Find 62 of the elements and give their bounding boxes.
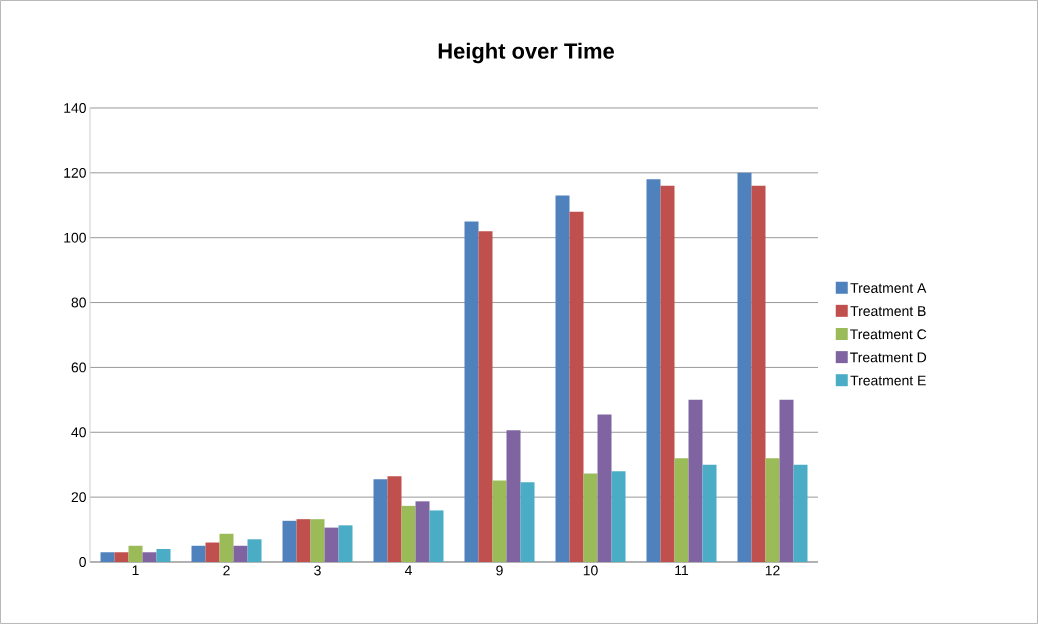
bar: [282, 520, 297, 562]
y-tick-label: 40: [71, 427, 86, 438]
x-tick-label: 11: [675, 565, 689, 576]
bar: [100, 552, 115, 562]
bar: [688, 399, 703, 562]
x-tick-label: 12: [765, 565, 780, 576]
bar: [492, 480, 507, 562]
bar: [737, 172, 752, 562]
bar: [191, 545, 206, 562]
bar: [205, 542, 220, 562]
bar: [415, 501, 430, 562]
bar: [464, 221, 479, 562]
bar: [114, 552, 129, 562]
legend-label: Treatment E: [850, 375, 926, 386]
bar: [429, 510, 444, 562]
bar: [702, 464, 717, 562]
x-tick-label: 9: [496, 565, 503, 576]
bar: [583, 473, 598, 562]
bar: [506, 430, 521, 562]
bar: [674, 458, 689, 562]
bar: [310, 519, 325, 562]
bar: [324, 527, 339, 562]
bar: [296, 519, 311, 562]
bar: [219, 533, 234, 562]
bar: [660, 185, 675, 562]
bar: [233, 545, 248, 562]
y-tick-label: 80: [71, 297, 86, 308]
bar: [765, 458, 780, 562]
bar: [478, 231, 493, 562]
y-tick-label: 120: [64, 167, 86, 178]
bar: [128, 545, 143, 562]
bar: [793, 464, 808, 562]
x-tick-label: 2: [223, 565, 230, 576]
x-tick-label: 1: [132, 565, 139, 576]
bar: [611, 471, 626, 562]
bar: [156, 549, 171, 562]
y-tick-label: 60: [71, 362, 86, 373]
bar: [569, 211, 584, 562]
bar: [751, 185, 766, 562]
bar: [401, 505, 416, 562]
legend-label: Treatment C: [850, 329, 927, 340]
bar: [646, 179, 661, 562]
bar: [338, 525, 353, 562]
bar: [555, 195, 570, 562]
chart-title: Height over Time: [438, 42, 614, 64]
bar: [779, 399, 794, 562]
bar: [597, 414, 612, 562]
x-tick-label: 3: [314, 565, 321, 576]
x-tick-label: 4: [404, 565, 412, 576]
bar: [142, 552, 157, 562]
bar: [520, 482, 535, 562]
y-tick-label: 20: [71, 492, 86, 503]
y-tick-label: 140: [64, 103, 86, 113]
bar: [387, 476, 402, 562]
legend-label: Treatment A: [850, 283, 927, 293]
bar: [247, 539, 262, 562]
y-tick-label: 100: [64, 232, 86, 243]
legend-label: Treatment D: [850, 352, 927, 363]
legend-label: Treatment B: [850, 306, 926, 317]
bar: [373, 479, 388, 562]
y-tick-label: 0: [79, 557, 86, 567]
x-tick-label: 10: [583, 565, 598, 576]
